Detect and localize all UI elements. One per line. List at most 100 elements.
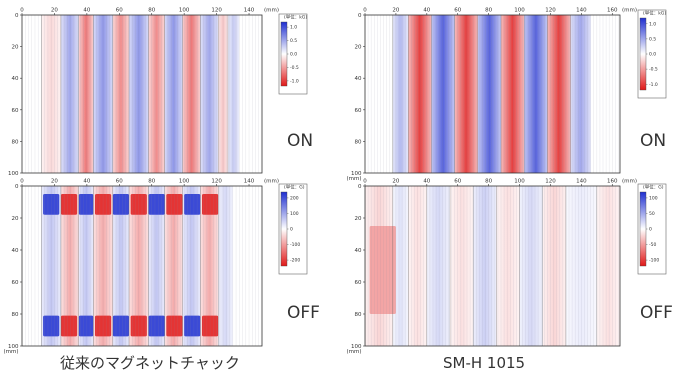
y-unit-label: (mm) — [346, 176, 361, 182]
colorbar-tick-label: -100 — [290, 242, 300, 248]
x-tick-label: 120 — [545, 179, 556, 185]
patch-8 — [184, 194, 201, 215]
x-tick-label: 160 — [607, 8, 618, 14]
y-tick-label: 100 — [351, 344, 362, 350]
x-tick-label: 80 — [148, 179, 155, 185]
colorbar-tick-label: 1.0 — [649, 21, 656, 27]
colorbar-tick-label: -100 — [649, 258, 659, 264]
stripe-3 — [454, 15, 478, 173]
colorbar-tick-label: 100 — [649, 196, 658, 202]
stripe-3 — [93, 15, 113, 173]
x-tick-label: 60 — [454, 179, 461, 185]
x-tick-label: 120 — [545, 8, 556, 14]
colorbar-gradient — [280, 191, 288, 267]
stripe-7 — [164, 186, 183, 346]
y-tick-label: 100 — [8, 344, 19, 350]
x-tick-label: 20 — [392, 179, 399, 185]
stripe-10 — [218, 186, 233, 346]
stripe-4 — [112, 186, 130, 346]
y-tick-label: 40 — [355, 248, 362, 254]
y-tick-label: 40 — [355, 76, 362, 82]
x-tick-label: 100 — [179, 179, 190, 185]
plot-frame — [21, 185, 263, 347]
x-tick-label: 0 — [20, 8, 24, 14]
patch-3 — [94, 194, 112, 215]
stripe-7 — [164, 15, 183, 173]
stripe-1 — [408, 15, 432, 173]
y-tick-label: 60 — [355, 280, 362, 286]
stripe-4 — [112, 15, 130, 173]
colorbar-tick-label: 0.5 — [290, 38, 297, 44]
stripe-4 — [450, 186, 474, 346]
colorbar-gradient — [639, 17, 647, 91]
colorbar-tick-label: 0.0 — [649, 52, 656, 58]
label-off-right: OFF — [640, 303, 673, 323]
x-tick-label: 20 — [51, 8, 58, 14]
heatmap-field — [365, 186, 620, 346]
plot-frame — [21, 14, 263, 174]
plot-frame — [364, 185, 621, 347]
x-tick-label: 140 — [576, 179, 587, 185]
y-tick-label: 80 — [12, 139, 19, 145]
patch-2 — [78, 194, 94, 215]
stripe-11 — [227, 15, 240, 173]
patch-0 — [43, 194, 60, 215]
chart-smh-on: 0 20 40 60 80 100 120 140 160 (mm)020406080100(mm… — [346, 8, 666, 183]
colorbar-tick-label: 0.0 — [290, 52, 297, 58]
colorbar-title: (単位：G) — [284, 184, 305, 191]
x-tick-label: 40 — [83, 179, 90, 185]
x-tick-label: 80 — [485, 8, 492, 14]
label-on-right: ON — [640, 131, 666, 151]
stripe-3 — [93, 186, 113, 346]
patch-4 — [112, 194, 130, 215]
x-unit-label: (mm) — [622, 179, 637, 185]
colorbar: (単位：kG) 1.0 0.5 0.0 -0.5 -1.0 — [637, 10, 666, 99]
label-off-left: OFF — [287, 303, 320, 323]
heatmap-field — [25, 186, 259, 346]
stripe-6 — [496, 186, 520, 346]
colorbar: (単位：G) 200 100 0 -100 -200 — [278, 184, 308, 275]
stripe-0 — [41, 186, 61, 346]
x-tick-label: 40 — [423, 8, 430, 14]
x-tick-label: 0 — [20, 179, 24, 185]
x-unit-label: (mm) — [622, 8, 637, 14]
x-tick-label: 100 — [179, 8, 190, 14]
stripe-6 — [524, 15, 548, 173]
colorbar: (単位：kG) 1.0 0.5 0.0 -0.5 -1.0 — [278, 14, 307, 95]
x-tick-label: 120 — [211, 179, 222, 185]
stripe-10 — [596, 186, 620, 346]
y-tick-label: 60 — [12, 280, 19, 286]
y-tick-label: 80 — [355, 139, 362, 145]
y-unit-label: (mm) — [3, 349, 18, 355]
colorbar-title: (単位：kG) — [284, 14, 307, 21]
patch-12 — [78, 315, 94, 337]
stripe-6 — [148, 15, 165, 173]
stripe-5 — [129, 186, 149, 346]
chart-smh-off: 0 20 40 60 80 100 120 140 160 (mm)020406080100(mm… — [346, 179, 667, 355]
stripe-0 — [392, 15, 409, 173]
colorbar-tick-label: 50 — [649, 211, 655, 217]
caption-smh-1015: SM-H 1015 — [443, 354, 525, 372]
stripe-1 — [60, 15, 79, 173]
patch-11 — [60, 315, 78, 337]
x-tick-label: 20 — [51, 179, 58, 185]
x-tick-label: 60 — [454, 8, 461, 14]
x-tick-label: 140 — [244, 8, 255, 14]
patch-5 — [130, 194, 147, 215]
stripe-3 — [426, 186, 450, 346]
stripe-5 — [129, 15, 149, 173]
colorbar-title: (単位：G) — [643, 184, 664, 191]
x-unit-label: (mm) — [264, 8, 279, 14]
stripe-1 — [392, 186, 409, 346]
stripe-8 — [182, 186, 201, 346]
colorbar-tick-label: 1.0 — [290, 25, 297, 31]
caption-conventional-chuck: 従来のマグネットチャック — [60, 354, 240, 372]
x-tick-label: 120 — [211, 8, 222, 14]
colorbar-tick-label: -0.5 — [649, 67, 658, 73]
stripe-8 — [570, 15, 591, 173]
patch-7 — [166, 194, 183, 215]
y-tick-label: 100 — [351, 171, 362, 177]
stripe-5 — [501, 15, 525, 173]
stripe-8 — [542, 186, 566, 346]
y-tick-label: 80 — [355, 312, 362, 318]
